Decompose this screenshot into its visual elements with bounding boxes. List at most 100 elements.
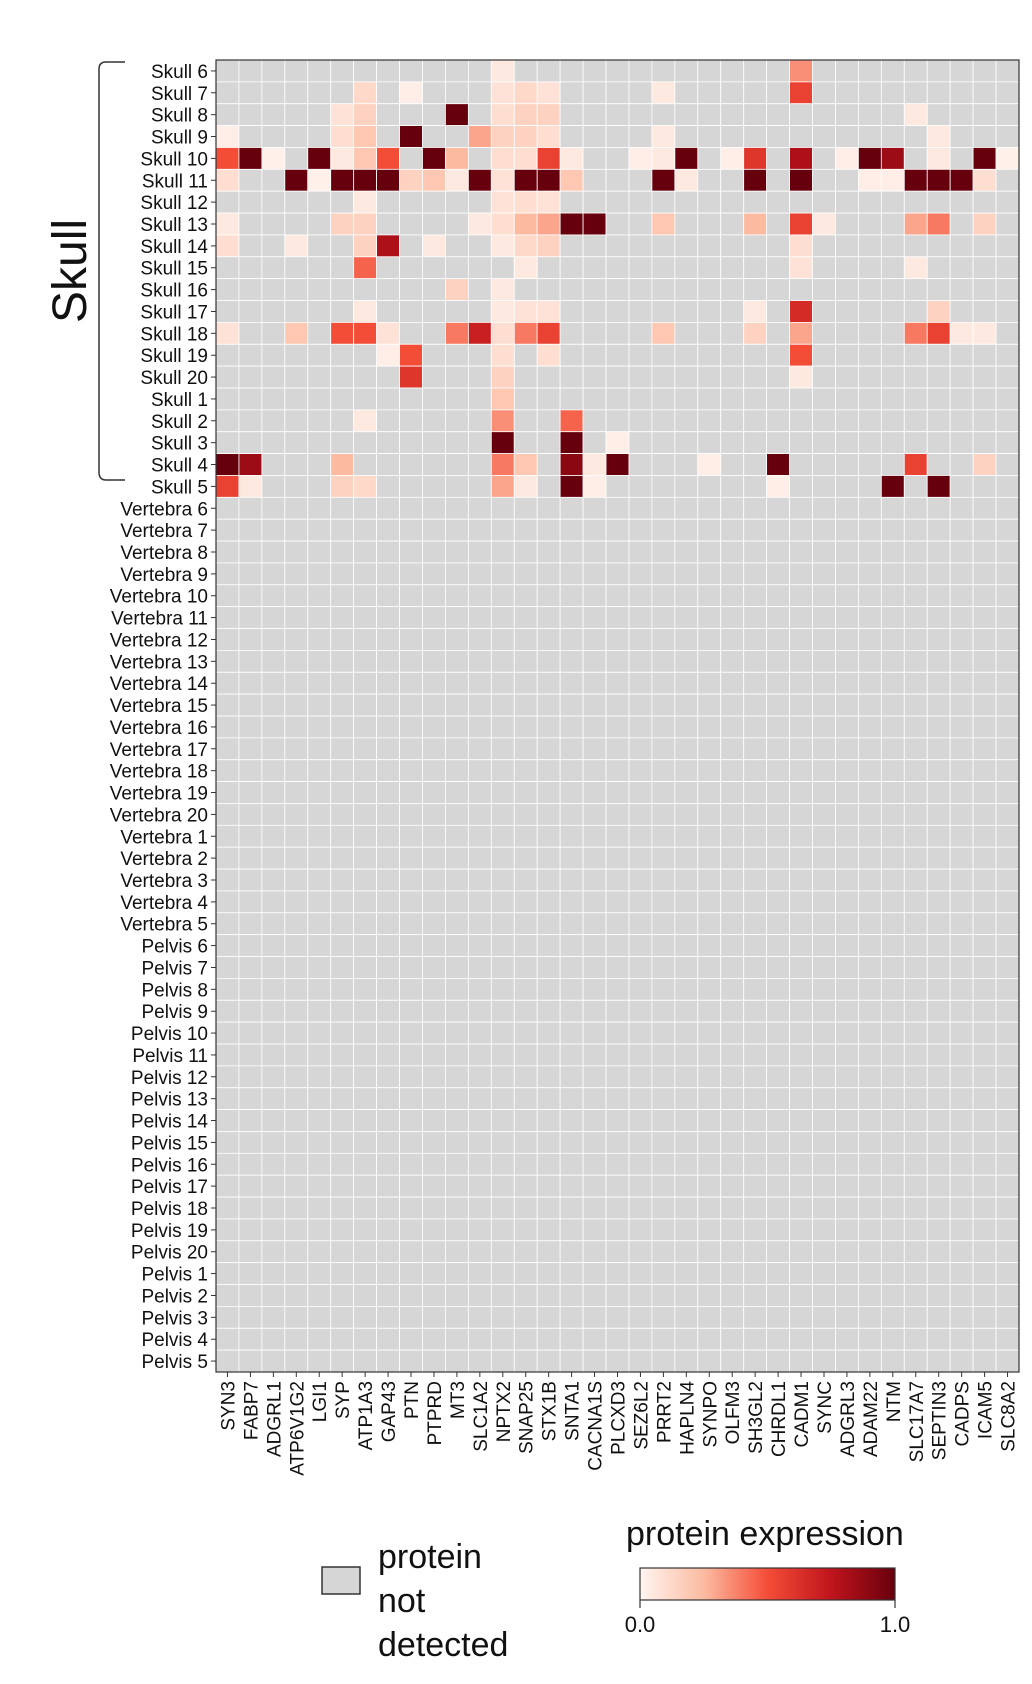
heatmap-cell	[536, 168, 561, 192]
heatmap-cell	[835, 824, 859, 848]
heatmap-cell	[422, 256, 446, 280]
heatmap-cell	[582, 715, 607, 739]
heatmap-cell	[720, 999, 745, 1023]
heatmap-cell	[307, 453, 332, 476]
heatmap-cell	[674, 606, 699, 629]
heatmap-cell	[284, 1152, 309, 1176]
heatmap-cell	[490, 1196, 515, 1220]
heatmap-cell	[513, 606, 538, 629]
heatmap-cell	[949, 1021, 974, 1045]
heatmap-cell	[399, 1349, 423, 1373]
heatmap-cell	[835, 606, 859, 629]
heatmap-cell	[789, 81, 813, 105]
heatmap-cell	[789, 737, 813, 761]
heatmap-cell	[330, 1109, 355, 1132]
heatmap-cell	[789, 824, 813, 848]
heatmap-cell	[972, 715, 997, 739]
heatmap-cell	[766, 671, 790, 695]
heatmap-cell	[490, 671, 515, 695]
heatmap-cell	[376, 256, 400, 280]
column-label: SNAP25	[517, 1381, 538, 1454]
heatmap-cell	[261, 781, 286, 804]
heatmap-cell	[812, 256, 836, 280]
heatmap-cell	[835, 1284, 859, 1307]
heatmap-cell	[490, 999, 515, 1023]
heatmap-cell	[238, 365, 263, 389]
heatmap-cell	[835, 300, 859, 323]
heatmap-cell	[307, 409, 332, 433]
heatmap-cell	[536, 59, 561, 83]
row-label: Skull 1	[151, 390, 208, 411]
heatmap-cell	[513, 300, 538, 323]
heatmap-cell	[674, 1021, 699, 1045]
heatmap-cell	[812, 1196, 836, 1220]
heatmap-cell	[238, 1262, 263, 1285]
heatmap-cell	[559, 846, 584, 870]
heatmap-cell	[582, 365, 607, 389]
heatmap-cell	[353, 628, 378, 651]
heatmap-cell	[238, 125, 263, 148]
heatmap-cell	[307, 168, 332, 192]
heatmap-cell	[536, 912, 561, 936]
heatmap-cell	[261, 278, 286, 301]
heatmap-cell	[422, 1196, 446, 1220]
heatmap-cell	[605, 518, 630, 542]
heatmap-cell	[215, 1109, 240, 1132]
heatmap-cell	[353, 846, 378, 870]
heatmap-cell	[995, 693, 1020, 717]
heatmap-cell	[835, 256, 859, 280]
heatmap-cell	[284, 1109, 309, 1132]
heatmap-cell	[835, 562, 859, 586]
heatmap-cell	[651, 168, 676, 192]
heatmap-cell	[651, 409, 676, 433]
heatmap-cell	[720, 978, 745, 1001]
heatmap-cell	[536, 1152, 561, 1176]
heatmap-cell	[858, 1065, 882, 1089]
heatmap-cell	[399, 1218, 423, 1242]
heatmap-cell	[284, 803, 309, 826]
heatmap-cell	[995, 59, 1020, 83]
heatmap-cell	[628, 562, 653, 586]
heatmap-cell	[835, 518, 859, 542]
heatmap-cell	[399, 365, 423, 389]
heatmap-cell	[261, 387, 286, 411]
heatmap-cell	[743, 321, 768, 345]
heatmap-cell	[835, 737, 859, 761]
heatmap-cell	[307, 321, 332, 345]
heatmap-cell	[858, 759, 882, 782]
heatmap-cell	[903, 562, 928, 586]
heatmap-cell	[697, 978, 722, 1001]
heatmap-cell	[215, 1306, 240, 1329]
heatmap-cell	[858, 540, 882, 564]
heatmap-cell	[835, 1306, 859, 1329]
heatmap-cell	[789, 934, 813, 957]
heatmap-cell	[536, 453, 561, 476]
heatmap-cell	[559, 453, 584, 476]
heatmap-cell	[743, 387, 768, 411]
heatmap-cell	[215, 934, 240, 957]
heatmap-cell	[490, 715, 515, 739]
heatmap-cell	[261, 365, 286, 389]
heatmap-cell	[651, 868, 676, 892]
heatmap-cell	[628, 999, 653, 1023]
heatmap-cell	[628, 321, 653, 345]
heatmap-cell	[789, 256, 813, 280]
heatmap-cell	[674, 999, 699, 1023]
row-label: Skull 17	[140, 302, 208, 323]
heatmap-cell	[376, 999, 400, 1023]
heatmap-cell	[490, 278, 515, 301]
heatmap-cell	[697, 1065, 722, 1089]
heatmap-cell	[490, 1021, 515, 1045]
heatmap-cell	[903, 1021, 928, 1045]
heatmap-cell	[353, 824, 378, 848]
heatmap-cell	[949, 431, 974, 455]
heatmap-cell	[330, 81, 355, 105]
heatmap-cell	[995, 1306, 1020, 1329]
heatmap-cell	[353, 1218, 378, 1242]
heatmap-cell	[972, 387, 997, 411]
heatmap-cell	[536, 125, 561, 148]
heatmap-cell	[995, 650, 1020, 673]
heatmap-cell	[582, 125, 607, 148]
heatmap-cell	[835, 650, 859, 673]
heatmap-cell	[651, 671, 676, 695]
